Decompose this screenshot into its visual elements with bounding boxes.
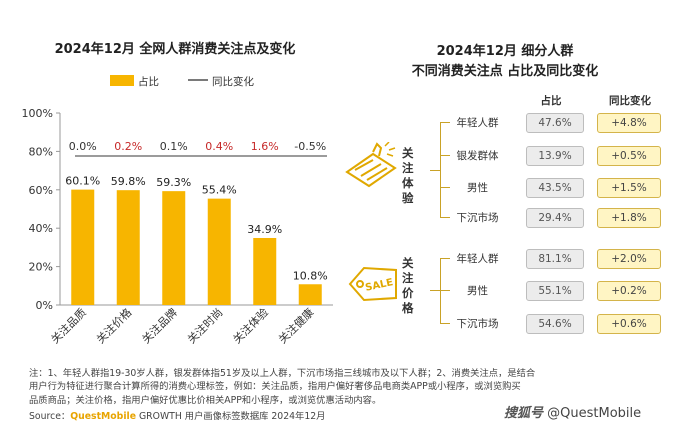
bar-value-label: 59.8%	[111, 175, 146, 188]
chart-title: 2024年12月 全网人群消费关注点及变化	[55, 41, 296, 57]
yoy-cell: +4.8%	[597, 113, 661, 133]
share-cell: 81.1%	[526, 249, 584, 269]
yoy-labels: 0.0% 0.2% 0.1% 0.4% 1.6% -0.5%	[69, 140, 326, 153]
share-cell: 47.6%	[526, 113, 584, 133]
x-axis-labels: 关注品质 关注价格 关注品牌 关注时尚 关注体验 关注健康	[48, 305, 317, 346]
row-label: 年轻人群	[456, 253, 499, 265]
share-cell: 55.1%	[526, 281, 584, 301]
row-label: 年轻人群	[456, 117, 499, 129]
bar-value-label: 60.1%	[65, 175, 100, 188]
y-tick-label: 0%	[36, 299, 53, 312]
yoy-label: 0.4%	[205, 140, 233, 153]
source-line: Source：QuestMobile GROWTH 用户画像标签数据库 2024…	[29, 408, 325, 422]
sale-tag-icon: SALE	[348, 266, 397, 302]
y-tick-label: 80%	[29, 145, 53, 158]
row-label: 下沉市场	[456, 212, 499, 224]
bracket-stem	[430, 290, 440, 291]
note-line-2: 用户行为特征进行聚合计算所得的消费心理标签，例如：关注品质，指用户偏好奢侈品电商…	[29, 381, 521, 393]
watermark-handle: @QuestMobile	[547, 406, 642, 421]
consumer-focus-bar-chart: 2024年12月 全网人群消费关注点及变化 占比 同比变化 0% 20% 40% 60…	[22, 41, 333, 346]
x-tick-label: 关注品牌	[139, 305, 180, 346]
bar	[162, 191, 186, 305]
bars: 60.1% 59.8% 59.3% 55.4% 34.9% 10.8%	[65, 175, 328, 305]
note-line-3: 品质商品；关注价格，指用户偏好优惠比价相关APP和小程序，或浏览优惠活动内容。	[29, 394, 382, 406]
legend-bar-label: 占比	[138, 75, 159, 88]
bracket-tick	[440, 155, 450, 156]
bar-value-label: 55.4%	[202, 184, 237, 197]
footnotes: 注：1、年轻人群指19-30岁人群，银发群体指51岁及以上人群，下沉市场指三线城…	[29, 367, 679, 407]
bracket-stem	[430, 170, 440, 171]
source-prefix: Source：	[29, 411, 71, 422]
bracket-tick	[440, 290, 450, 291]
yoy-cell: +1.8%	[597, 208, 661, 228]
bracket-tick	[440, 217, 450, 218]
bracket-tick	[440, 323, 450, 324]
yoy-label: 0.0%	[69, 140, 97, 153]
source-rest: GROWTH 用户画像标签数据库 2024年12月	[136, 411, 326, 422]
y-tick-label: 60%	[29, 184, 53, 197]
bracket-tick	[440, 187, 450, 188]
bracket-tick	[440, 122, 450, 123]
x-tick-label: 关注品质	[48, 305, 89, 346]
source-brand: QuestMobile	[70, 411, 137, 422]
x-tick-label: 关注时尚	[184, 305, 225, 346]
yoy-cell: +1.5%	[597, 178, 661, 198]
bar	[71, 189, 95, 305]
note-line-1: 注：1、年轻人群指19-30岁人群，银发群体指51岁及以上人群，下沉市场指三线城…	[29, 368, 536, 379]
y-tick-label: 40%	[29, 222, 53, 235]
share-cell: 29.4%	[526, 208, 584, 228]
yoy-label: 0.2%	[114, 140, 142, 153]
bar-value-label: 10.8%	[293, 269, 328, 282]
column-header-yoy: 同比变化	[609, 95, 651, 107]
watermark-logo: 搜狐号	[504, 406, 544, 421]
thumbs-up-icon	[345, 142, 397, 188]
yoy-cell: +2.0%	[597, 249, 661, 269]
legend-bar-swatch	[110, 75, 134, 86]
yoy-label: 0.1%	[160, 140, 188, 153]
yoy-label: -0.5%	[294, 140, 326, 153]
y-tick-label: 100%	[22, 107, 53, 120]
yoy-cell: +0.2%	[597, 281, 661, 301]
x-tick-label: 关注价格	[93, 305, 134, 346]
yoy-cell: +0.5%	[597, 146, 661, 166]
group-label-price: 关注价格	[402, 256, 414, 315]
bar	[207, 198, 231, 305]
row-label: 下沉市场	[456, 318, 499, 330]
bar	[116, 190, 140, 305]
group-bracket-price	[440, 258, 441, 324]
bar	[253, 237, 277, 305]
sale-tag-text: SALE	[364, 277, 394, 294]
yoy-label: 1.6%	[251, 140, 279, 153]
right-title-line2: 不同消费关注点 占比及同比变化	[411, 64, 599, 79]
bracket-tick	[440, 258, 450, 259]
right-title-line1: 2024年12月 细分人群	[436, 44, 574, 59]
bar	[298, 284, 322, 305]
x-tick-label: 关注体验	[230, 305, 271, 346]
y-tick-label: 20%	[29, 261, 53, 274]
legend: 占比 同比变化	[110, 75, 254, 88]
bar-value-label: 34.9%	[247, 223, 282, 236]
column-header-share: 占比	[540, 95, 562, 107]
legend-line-label: 同比变化	[212, 75, 254, 88]
share-cell: 43.5%	[526, 178, 584, 198]
share-cell: 54.6%	[526, 314, 584, 334]
row-label: 银发群体	[456, 150, 499, 162]
group-label-experience: 关注体验	[402, 146, 414, 205]
group-bracket-experience	[440, 122, 441, 218]
row-label: 男性	[467, 285, 488, 297]
yoy-cell: +0.6%	[597, 314, 661, 334]
row-label: 男性	[467, 182, 488, 194]
x-tick-label: 关注健康	[275, 305, 316, 346]
watermark: 搜狐号 @QuestMobile	[504, 402, 641, 421]
share-cell: 13.9%	[526, 146, 584, 166]
bar-value-label: 59.3%	[156, 176, 191, 189]
y-axis: 0% 20% 40% 60% 80% 100%	[22, 107, 333, 312]
